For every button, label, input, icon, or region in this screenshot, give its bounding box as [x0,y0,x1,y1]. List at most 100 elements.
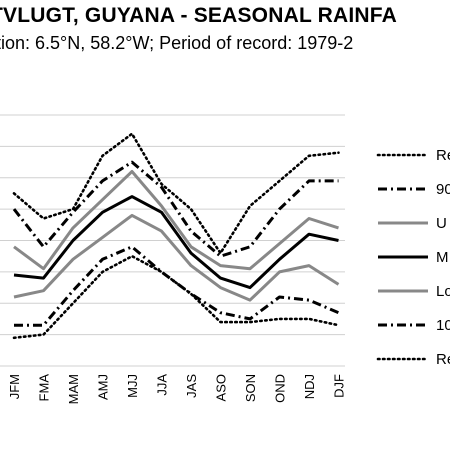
series-line-3 [13,195,339,290]
data-point [338,180,339,181]
data-point [102,271,103,272]
data-point [72,227,73,228]
legend: Re 90 UM Lo 10 Re [376,147,450,368]
data-point [13,296,14,297]
legend-label: M [436,249,449,266]
x-tick-label: JJA [155,374,170,396]
data-point [43,334,44,335]
data-point [308,180,309,181]
data-point [131,215,132,216]
legend-label: Re [436,351,450,368]
x-tick-label: SON [243,374,258,402]
series-line-6 [12,254,340,340]
data-point [72,303,73,304]
data-point [72,259,73,260]
data-point [249,287,250,288]
data-point [13,337,14,338]
data-point [190,265,191,266]
x-tick-label: ASO [214,374,229,401]
data-point [220,256,221,257]
series-line-5 [14,245,340,327]
data-point [338,240,339,241]
data-point [102,259,103,260]
data-point [13,274,14,275]
data-point [220,312,221,313]
data-point [161,187,162,188]
data-point [308,234,309,235]
chart-subtitle: ation: 6.5°N, 58.2°W; Period of record: … [0,33,354,53]
data-point [131,161,132,162]
data-point [249,318,250,319]
data-point [131,246,132,247]
data-point [43,268,44,269]
x-tick-label: FMA [37,374,52,402]
data-point [13,246,14,247]
legend-label: Re [436,147,450,164]
data-point [43,218,44,219]
series-line-2 [13,170,339,271]
data-point [220,321,221,322]
data-point [308,265,309,266]
data-point [161,212,162,213]
data-point [220,278,221,279]
data-point [43,278,44,279]
data-point [131,196,132,197]
gridlines [0,114,345,367]
data-point [249,300,250,301]
data-point [190,293,191,294]
data-point [338,284,339,285]
data-point [43,325,44,326]
x-tick-label: OND [273,374,288,403]
data-point [279,318,280,319]
data-point [249,246,250,247]
data-point [279,271,280,272]
data-point [220,287,221,288]
data-point [102,180,103,181]
data-point [249,205,250,206]
data-point [161,271,162,272]
data-point [279,296,280,297]
data-point [190,209,191,210]
data-point [249,321,250,322]
data-point [249,268,250,269]
x-tick-label: JAS [184,374,199,398]
chart-title: TVLUGT, GUYANA - SEASONAL RAINFA [0,4,397,27]
x-tick-label: MAM [66,374,81,404]
series-line-4 [13,213,340,302]
legend-label: Lo [436,283,450,300]
data-point [220,252,221,253]
data-point [308,318,309,319]
data-point [72,240,73,241]
data-point [279,180,280,181]
data-point [102,155,103,156]
data-point [102,237,103,238]
data-point [338,325,339,326]
data-point [190,230,191,231]
data-point [161,183,162,184]
data-point [279,243,280,244]
data-point [72,212,73,213]
data-point [43,290,44,291]
data-point [338,312,339,313]
data-point [279,209,280,210]
data-point [102,199,103,200]
data-point [338,152,339,153]
data-point [308,218,309,219]
x-tick-labels: JFM FMA MAM AMJ MJJ JJA JAS ASO SON OND NDJ DJF [7,374,347,405]
legend-label: 90 [436,181,450,198]
data-point [190,246,191,247]
data-point [279,259,280,260]
x-tick-label: MJJ [125,374,140,398]
x-tick-label: DJF [332,374,347,398]
x-tick-label: NDJ [302,374,317,399]
data-point [308,300,309,301]
data-point [131,171,132,172]
legend-label: U [436,215,447,232]
series-line-0 [12,132,340,255]
data-point [161,205,162,206]
data-point [72,290,73,291]
series-lines [12,132,340,340]
data-point [338,227,339,228]
data-point [72,209,73,210]
